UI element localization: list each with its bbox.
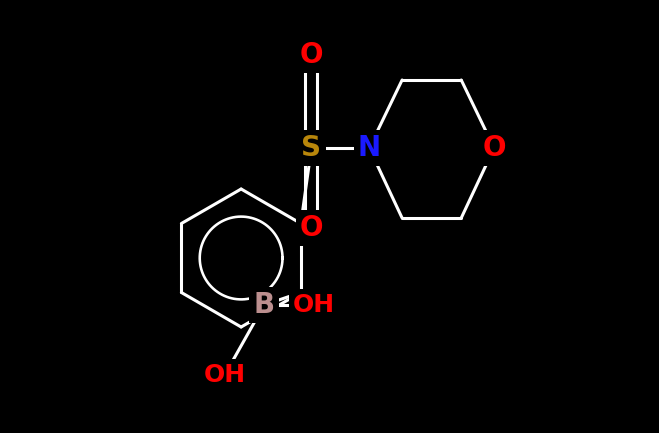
Text: OH: OH bbox=[293, 293, 335, 317]
Text: B: B bbox=[254, 291, 275, 319]
Text: O: O bbox=[300, 41, 323, 69]
Text: S: S bbox=[301, 134, 322, 162]
Text: O: O bbox=[300, 214, 323, 242]
Text: N: N bbox=[358, 134, 381, 162]
Text: O: O bbox=[482, 134, 506, 162]
Text: OH: OH bbox=[204, 363, 246, 387]
